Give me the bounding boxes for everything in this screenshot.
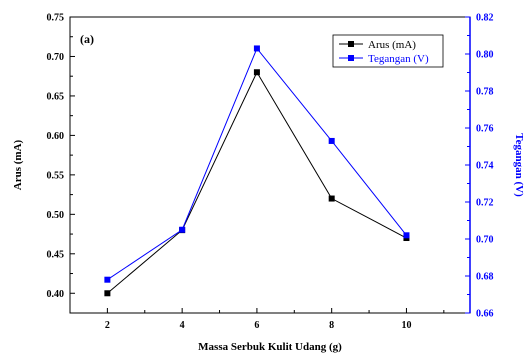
series-2-point xyxy=(403,232,410,239)
y-left-tick-label: 0.45 xyxy=(47,249,65,260)
series-2-point xyxy=(253,45,260,52)
legend-box xyxy=(332,34,444,68)
y-left-tick-label: 0.70 xyxy=(47,52,65,63)
panel-label: (a) xyxy=(80,32,94,46)
legend-label-2: Tegangan (V) xyxy=(368,53,429,65)
y-left-tick-label: 0.40 xyxy=(47,289,65,300)
y-right-tick-label: 0.82 xyxy=(476,13,494,24)
series-line-2 xyxy=(107,47,407,281)
legend-marker-1 xyxy=(348,41,354,47)
y-left-tick-label: 0.60 xyxy=(47,131,65,142)
y-right-tick-label: 0.78 xyxy=(476,87,494,98)
series-1-point xyxy=(328,195,335,202)
y-left-tick-label: 0.65 xyxy=(47,91,65,102)
x-tick-label: 8 xyxy=(329,320,334,331)
series-1-point xyxy=(253,69,260,76)
x-tick-label: 6 xyxy=(254,320,259,331)
series-line-1 xyxy=(107,71,407,294)
legend-label-1: Arus (mA) xyxy=(368,39,416,51)
y-right-tick-label: 0.76 xyxy=(476,124,494,135)
series-2-point xyxy=(179,226,186,233)
legend: Arus (mA) Tegangan (V) xyxy=(332,34,444,68)
y-right-tick-label: 0.74 xyxy=(476,161,494,172)
x-tick-label: 2 xyxy=(105,320,110,331)
series-2-point xyxy=(328,137,335,144)
y-right-tick-label: 0.68 xyxy=(476,272,494,283)
y-left-tick-label: 0.55 xyxy=(47,170,65,181)
y-left-tick-label: 0.50 xyxy=(47,210,65,221)
x-tick-label: 10 xyxy=(401,320,411,331)
x-axis-title: Massa Serbuk Kulit Udang (g) xyxy=(198,341,342,353)
y-axis-left-title: Arus (mA) xyxy=(12,139,24,190)
y-right-tick-label: 0.80 xyxy=(476,50,494,61)
y-right-tick-label: 0.70 xyxy=(476,235,494,246)
x-tick-label: 4 xyxy=(180,320,185,331)
y-right-tick-label: 0.66 xyxy=(476,309,494,320)
y-left-tick-label: 0.75 xyxy=(47,13,65,24)
y-right-tick-label: 0.72 xyxy=(476,198,494,209)
legend-marker-2 xyxy=(348,55,354,61)
series-1-point xyxy=(104,290,111,297)
series-2-point xyxy=(104,276,111,283)
y-axis-right-title: Tegangan (V) xyxy=(513,133,525,197)
